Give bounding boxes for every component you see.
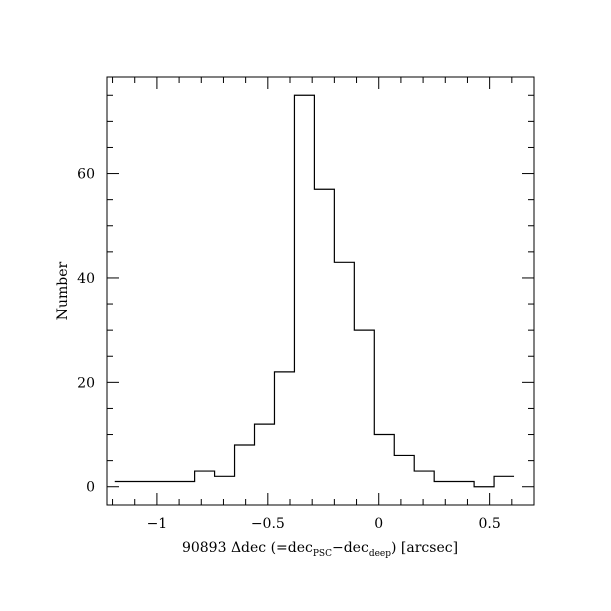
x-tick-label: 0.5	[479, 516, 501, 532]
y-axis-label: Number	[55, 261, 71, 320]
y-tick-label: 20	[77, 375, 95, 391]
y-tick-label: 40	[77, 271, 95, 287]
y-tick-label: 60	[77, 167, 95, 183]
axis-ticks	[107, 77, 534, 505]
x-tick-label: 0	[374, 516, 383, 532]
y-tick-label: 0	[86, 480, 95, 496]
x-tick-label: −1	[147, 516, 168, 532]
histogram-series-line	[114, 94, 515, 488]
plot-frame	[106, 76, 535, 506]
y-tick-labels: 0 20 40 60	[77, 167, 95, 496]
x-axis-label: 90893 Δdec (=decPSC−decdeep) [arcsec]	[182, 540, 458, 559]
x-tick-labels: −1 −0.5 0 0.5	[147, 516, 501, 532]
x-tick-label: −0.5	[251, 516, 285, 532]
